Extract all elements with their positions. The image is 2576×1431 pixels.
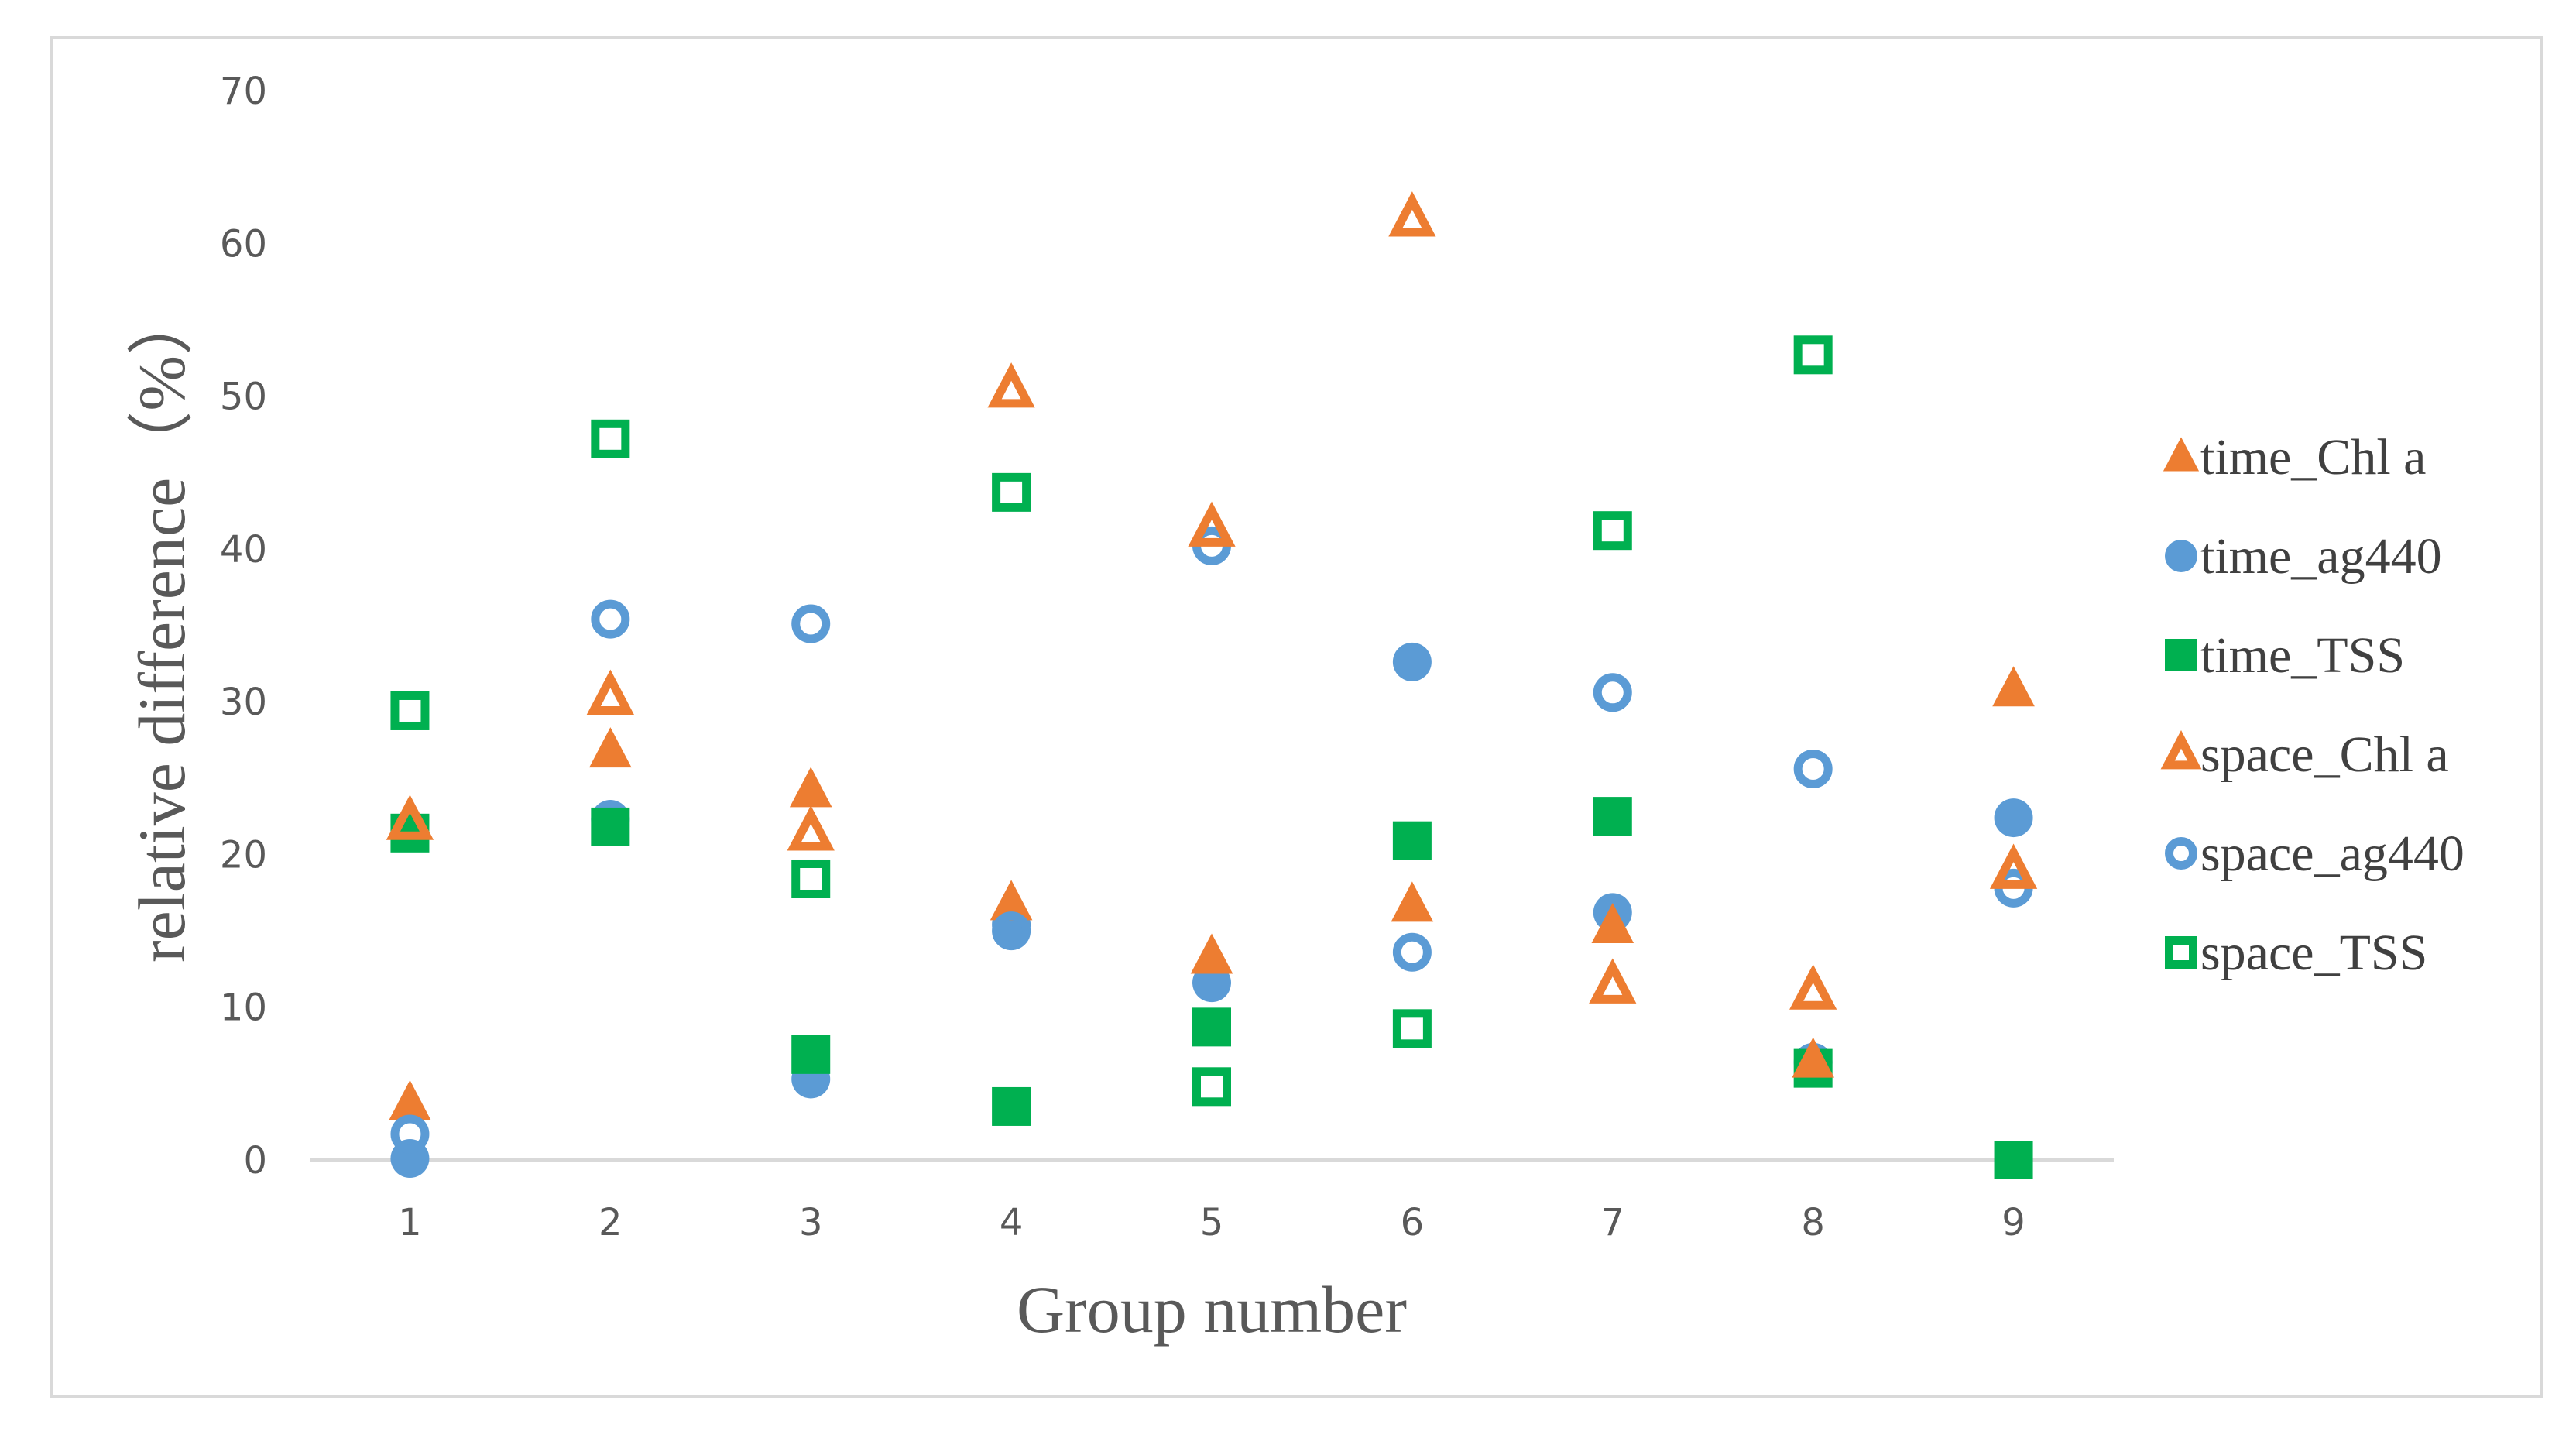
data-points — [386, 191, 2038, 1179]
y-tick-label: 0 — [243, 1139, 267, 1182]
space_chl-a-point — [1989, 843, 2038, 889]
space_ag440-point — [1793, 749, 1833, 788]
y-tick-label: 10 — [220, 987, 267, 1030]
time_chl-a-point — [1992, 666, 2035, 707]
time_tss-point — [1192, 1007, 1231, 1047]
legend-marker-circle-icon — [2165, 540, 2197, 572]
y-tick-label: 30 — [220, 681, 267, 724]
x-tick-label: 4 — [1000, 1201, 1024, 1244]
legend-item: time_TSS — [2165, 627, 2405, 684]
legend-label: space_TSS — [2200, 925, 2427, 981]
time_chl-a-point — [990, 880, 1033, 921]
x-tick-label: 5 — [1200, 1201, 1224, 1244]
legend-item: space_Chl a — [2160, 726, 2449, 783]
space_tss-point — [1192, 1067, 1231, 1107]
space_chl-a-point — [1188, 501, 1236, 547]
y-tick-labels: 0 10 20 30 40 50 60 70 — [220, 70, 267, 1182]
y-tick-label: 40 — [220, 528, 267, 571]
space_chl-a-point — [386, 794, 434, 840]
time_tss-point — [791, 1035, 831, 1074]
chart-frame — [50, 36, 2543, 1398]
legend: time_Chl a time_ag440 time_TSS space_Chl a s… — [2160, 429, 2465, 981]
x-tick-label: 7 — [1601, 1201, 1625, 1244]
legend-item: time_ag440 — [2165, 528, 2442, 585]
space_tss-point — [390, 691, 430, 730]
legend-marker-triangle-icon — [2160, 730, 2202, 770]
space_ag440-point — [1392, 932, 1432, 972]
time_chl-a-point — [1792, 1037, 1834, 1078]
x-tick-labels: 1 2 3 4 5 6 7 8 9 — [398, 1201, 2025, 1244]
space_chl-a-point — [586, 669, 634, 715]
legend-label: space_Chl a — [2200, 726, 2449, 783]
space_chl-a-point — [787, 805, 835, 851]
x-tick-label: 8 — [1801, 1201, 1825, 1244]
x-tick-label: 2 — [599, 1201, 623, 1244]
space_tss-point — [591, 419, 630, 458]
time_chl-a-point — [589, 727, 632, 768]
y-tick-label: 60 — [220, 222, 267, 266]
space_tss-point — [791, 859, 831, 898]
space_chl-a-point — [1388, 191, 1436, 237]
y-tick-label: 70 — [220, 70, 267, 113]
space_chl-a-point — [1789, 964, 1837, 1010]
time_chl-a-point — [789, 767, 832, 808]
time_chl-a-point — [1190, 933, 1233, 974]
time_tss-point — [1392, 821, 1432, 860]
x-tick-label: 3 — [799, 1201, 823, 1244]
space_tss-point — [1593, 511, 1632, 551]
time_tss-point — [1593, 797, 1632, 836]
space_chl-a-point — [1589, 958, 1637, 1004]
space_tss-point — [1793, 335, 1833, 375]
space_chl-a-point — [987, 362, 1035, 408]
time_ag440-point — [1392, 642, 1432, 681]
x-tick-label: 9 — [2001, 1201, 2025, 1244]
time_tss-point — [992, 1086, 1031, 1126]
legend-marker-square-icon — [2165, 936, 2197, 969]
space_ag440-point — [992, 911, 1031, 951]
space_ag440-point — [591, 599, 630, 639]
time_tss-point — [1994, 1141, 2033, 1179]
legend-label: time_TSS — [2200, 627, 2405, 684]
time_chl-a-point — [1391, 881, 1434, 922]
legend-marker-square-icon — [2165, 639, 2197, 671]
space_ag440-point — [390, 1114, 430, 1154]
space_tss-point — [1392, 1009, 1432, 1048]
time_chl-a-point — [1591, 902, 1634, 943]
x-axis-title: Group number — [1017, 1272, 1407, 1347]
space_tss-point — [992, 472, 1031, 512]
legend-item: time_Chl a — [2163, 429, 2426, 486]
y-axis-title: relative difference（%） — [125, 289, 199, 963]
legend-item: space_TSS — [2165, 925, 2427, 981]
x-tick-label: 1 — [398, 1201, 422, 1244]
legend-label: time_ag440 — [2200, 528, 2442, 585]
legend-marker-triangle-icon — [2163, 437, 2200, 472]
x-tick-label: 6 — [1401, 1201, 1425, 1244]
time_chl-a-point — [389, 1079, 431, 1120]
time_ag440-point — [1994, 798, 2033, 838]
space_ag440-point — [1593, 673, 1632, 712]
y-tick-label: 50 — [220, 376, 267, 419]
legend-item: space_ag440 — [2165, 825, 2465, 882]
y-tick-label: 20 — [220, 833, 267, 877]
legend-marker-circle-icon — [2165, 837, 2197, 870]
legend-label: time_Chl a — [2200, 429, 2426, 486]
space_ag440-point — [791, 604, 831, 643]
legend-label: space_ag440 — [2200, 825, 2465, 882]
time_tss-point — [591, 807, 630, 846]
